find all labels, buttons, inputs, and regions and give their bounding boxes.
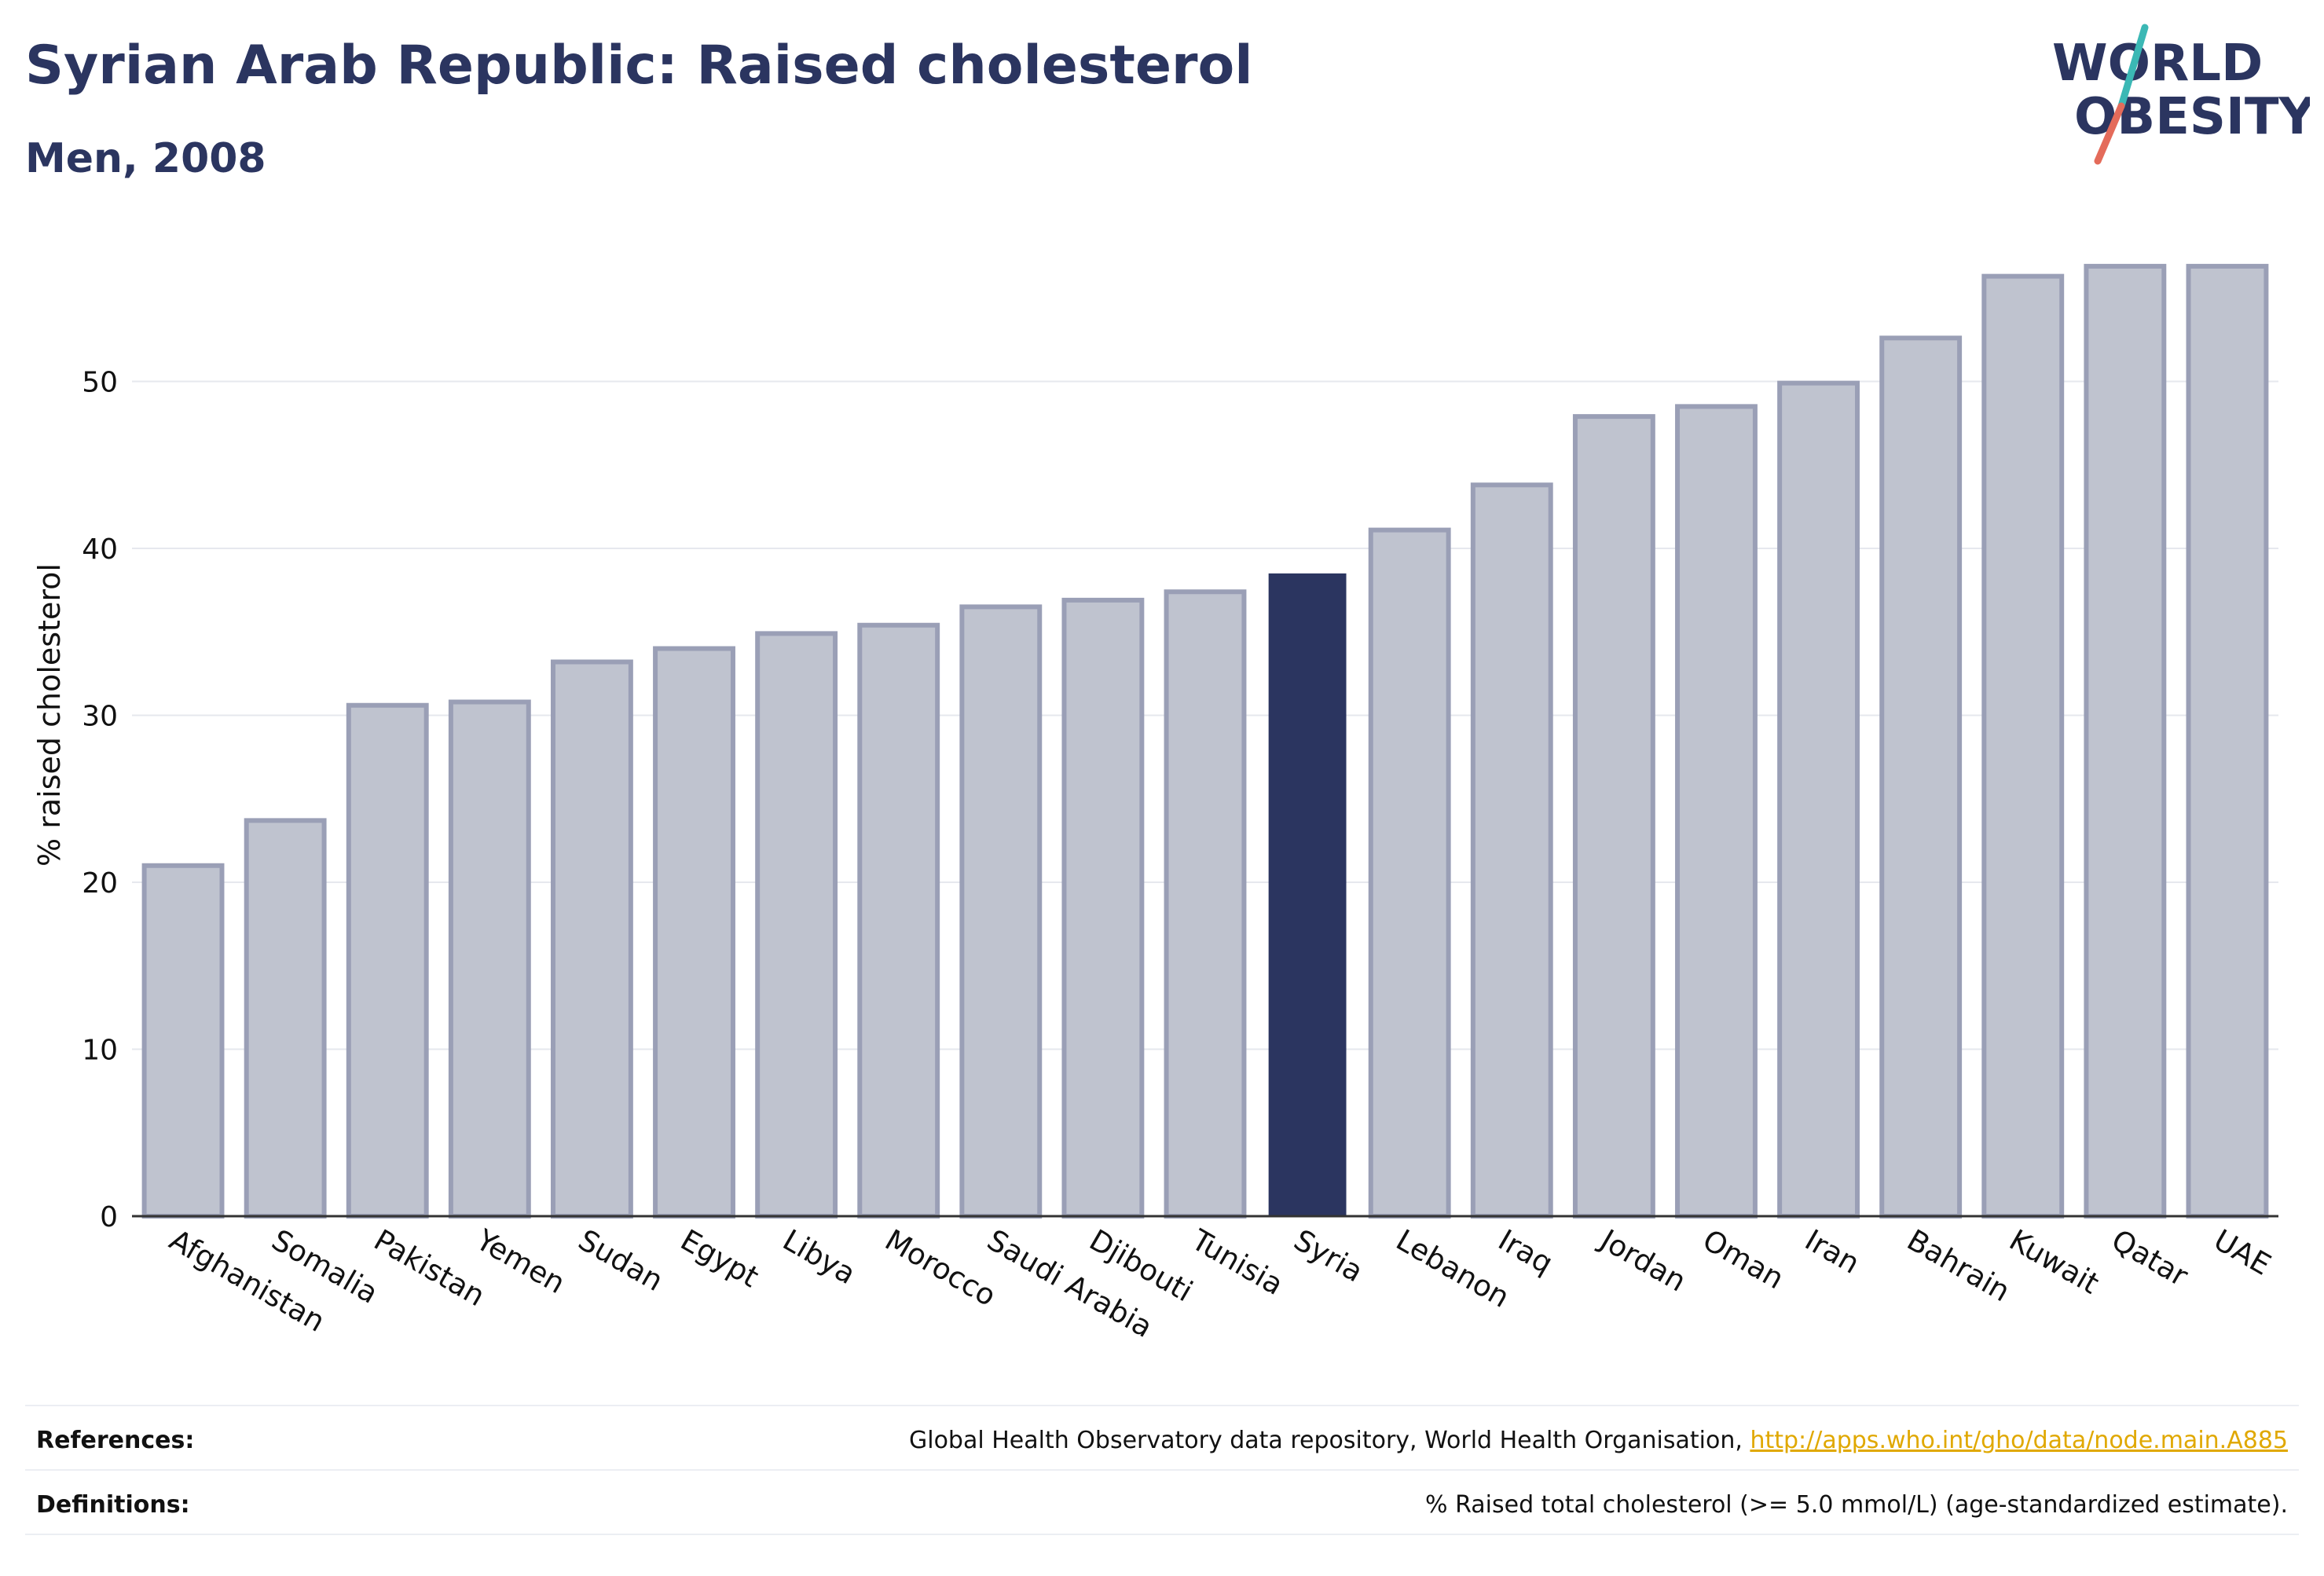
bar-kuwait: [1981, 273, 2065, 1219]
x-tick-label: Pakistan: [368, 1223, 491, 1314]
bar-bahrain: [1879, 335, 1963, 1219]
x-tick-label: Egypt: [675, 1223, 764, 1295]
bar-morocco: [857, 622, 940, 1219]
references-label: References:: [36, 1427, 195, 1454]
y-tick-label: 20: [82, 867, 118, 900]
bar-libya: [755, 631, 838, 1219]
bar-saudi-arabia: [959, 604, 1043, 1219]
x-tick-label: Bahrain: [1901, 1223, 2015, 1309]
y-tick-label: 50: [82, 367, 118, 399]
x-tick-label: Tunisia: [1186, 1222, 1289, 1302]
bar-syria: [1268, 573, 1347, 1216]
references-link[interactable]: http://apps.who.int/gho/data/node.main.A…: [1750, 1427, 2288, 1454]
bar-somalia: [244, 818, 327, 1219]
x-tick-label: Morocco: [879, 1223, 1002, 1314]
references-text: Global Health Observatory data repositor…: [909, 1427, 2288, 1454]
x-tick-label: Iraq: [1493, 1223, 1559, 1281]
x-tick-label: Syria: [1288, 1223, 1369, 1289]
y-axis-label: % raised cholesterol: [32, 563, 67, 867]
definitions-text: % Raised total cholesterol (>= 5.0 mmol/…: [1425, 1491, 2288, 1519]
footer-divider: [25, 1405, 2299, 1406]
y-tick-label: 30: [82, 701, 118, 733]
bar-afghanistan: [141, 863, 225, 1219]
footer-divider: [25, 1469, 2299, 1471]
chart-subtitle: Men, 2008: [25, 135, 266, 182]
bar-uae: [2186, 263, 2269, 1219]
world-obesity-logo: WORLD OBESITY: [2052, 24, 2310, 165]
x-tick-label: Iran: [1799, 1223, 1865, 1281]
references-source: Global Health Observatory data repositor…: [909, 1427, 1743, 1454]
x-tick-label: Kuwait: [2003, 1223, 2105, 1301]
bar-iraq: [1470, 482, 1553, 1219]
bars: [141, 263, 2269, 1219]
bar-lebanon: [1368, 527, 1451, 1219]
bar-yemen: [448, 699, 531, 1219]
bar-iran: [1777, 380, 1860, 1219]
bar-sudan: [550, 659, 633, 1219]
x-tick-label: Libya: [777, 1223, 861, 1292]
x-tick-label: Lebanon: [1391, 1223, 1516, 1314]
bar-qatar: [2084, 263, 2167, 1219]
bar-jordan: [1572, 414, 1655, 1219]
y-tick-label: 40: [82, 533, 118, 566]
bar-oman: [1675, 404, 1758, 1219]
x-tick-label: Sudan: [573, 1223, 669, 1299]
bar-djibouti: [1061, 597, 1145, 1219]
bar-tunisia: [1164, 589, 1247, 1219]
bar-egypt: [653, 646, 735, 1219]
x-tick-label: Qatar: [2106, 1223, 2194, 1294]
x-tick-label: UAE: [2208, 1223, 2276, 1282]
logo-slash-coral: [2094, 102, 2125, 165]
logo-word-world: WORLD: [2052, 35, 2263, 93]
y-tick-label: 10: [82, 1035, 118, 1067]
y-tick-label: 0: [100, 1201, 118, 1233]
bar-chart: 01020304050AfghanistanSomaliaPakistanYem…: [32, 263, 2278, 1344]
x-tick-label: Oman: [1697, 1223, 1790, 1296]
definitions-label: Definitions:: [36, 1491, 190, 1519]
logo-slash-teal: [2117, 24, 2149, 110]
bar-pakistan: [346, 702, 429, 1219]
x-tick-label: Jordan: [1593, 1222, 1692, 1299]
footer-divider: [25, 1534, 2299, 1535]
chart-title: Syrian Arab Republic: Raised cholesterol: [25, 35, 1253, 97]
